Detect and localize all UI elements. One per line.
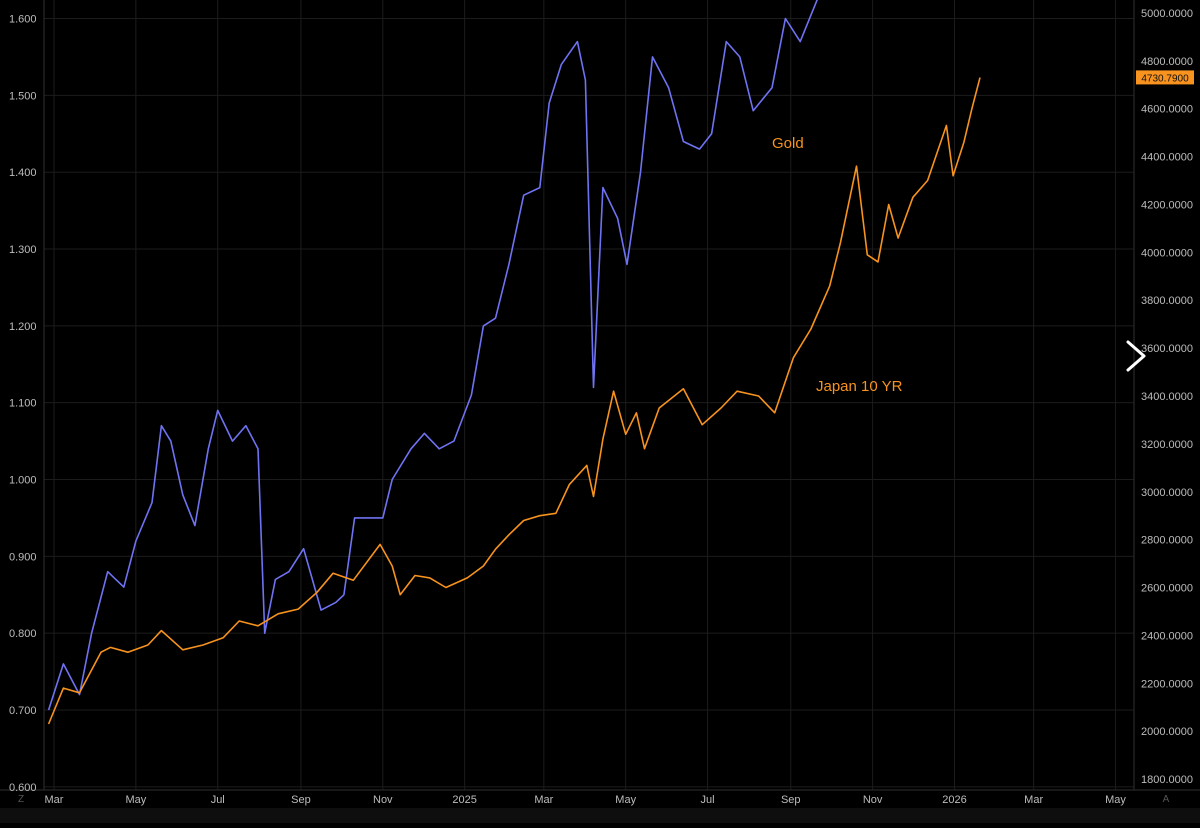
gold-last-value-text: 4730.7900 <box>1141 73 1189 84</box>
left-tick-label: 1.600 <box>9 14 37 26</box>
right-tick-label: 2000.0000 <box>1141 726 1193 738</box>
right-tick-label: 2400.0000 <box>1141 630 1193 642</box>
x-tick-label: Mar <box>534 794 553 806</box>
x-tick-label: Sep <box>291 794 311 806</box>
left-tick-label: 0.700 <box>9 705 37 717</box>
bottom-strip <box>0 808 1200 823</box>
left-tick-label: 0.900 <box>9 551 37 563</box>
x-tick-label: May <box>125 794 146 806</box>
text-layer: Gold Japan 10 YR Z A 2.5002.4002.3002.20… <box>9 8 1193 806</box>
right-tick-label: 4200.0000 <box>1141 199 1193 211</box>
right-tick-label: 2800.0000 <box>1141 535 1193 547</box>
series-line-japan-10-yr <box>47 0 818 711</box>
x-tick-label: Jul <box>701 794 715 806</box>
left-tick-label: 1.000 <box>9 475 37 487</box>
right-tick-label: 4600.0000 <box>1141 104 1193 116</box>
right-tick-label: 3600.0000 <box>1141 343 1193 355</box>
auto-scale-button[interactable]: A <box>1163 794 1170 805</box>
left-tick-label: 1.100 <box>9 398 37 410</box>
right-tick-label: 3000.0000 <box>1141 487 1193 499</box>
right-tick-label: 3400.0000 <box>1141 391 1193 403</box>
left-tick-label: 0.600 <box>9 782 37 794</box>
right-tick-label: 3200.0000 <box>1141 439 1193 451</box>
right-tick-label: 4000.0000 <box>1141 247 1193 259</box>
right-tick-label: 5000.0000 <box>1141 8 1193 20</box>
x-tick-label: 2026 <box>942 794 966 806</box>
x-tick-label: May <box>615 794 636 806</box>
x-tick-label: Nov <box>373 794 393 806</box>
left-tick-label: 1.300 <box>9 244 37 256</box>
series-line-gold <box>47 77 981 725</box>
badge-layer: 2.3414730.7900 <box>1136 70 1194 85</box>
x-tick-label: Mar <box>45 794 64 806</box>
x-tick-label: Sep <box>781 794 801 806</box>
grid-layer <box>44 0 1134 790</box>
left-tick-label: 1.500 <box>9 90 37 102</box>
gold-last-value-badge <box>1136 70 1194 85</box>
right-tick-label: 1800.0000 <box>1141 774 1193 786</box>
right-tick-label: 2600.0000 <box>1141 583 1193 595</box>
gold-annotation: Gold <box>772 135 804 152</box>
right-tick-label: 3800.0000 <box>1141 295 1193 307</box>
x-tick-label: Mar <box>1024 794 1043 806</box>
japan-annotation: Japan 10 YR <box>816 378 903 395</box>
right-tick-label: 4800.0000 <box>1141 56 1193 68</box>
right-tick-label: 2200.0000 <box>1141 678 1193 690</box>
x-tick-label: 2025 <box>452 794 476 806</box>
right-tick-label: 4400.0000 <box>1141 152 1193 164</box>
left-tick-label: 0.800 <box>9 628 37 640</box>
chevron-right-icon[interactable] <box>1126 340 1146 372</box>
left-tick-label: 1.400 <box>9 167 37 179</box>
series-layer <box>47 0 981 725</box>
x-tick-label: May <box>1105 794 1126 806</box>
x-tick-label: Nov <box>863 794 883 806</box>
x-tick-label: Jul <box>211 794 225 806</box>
z-button[interactable]: Z <box>18 794 24 805</box>
left-tick-label: 1.200 <box>9 321 37 333</box>
